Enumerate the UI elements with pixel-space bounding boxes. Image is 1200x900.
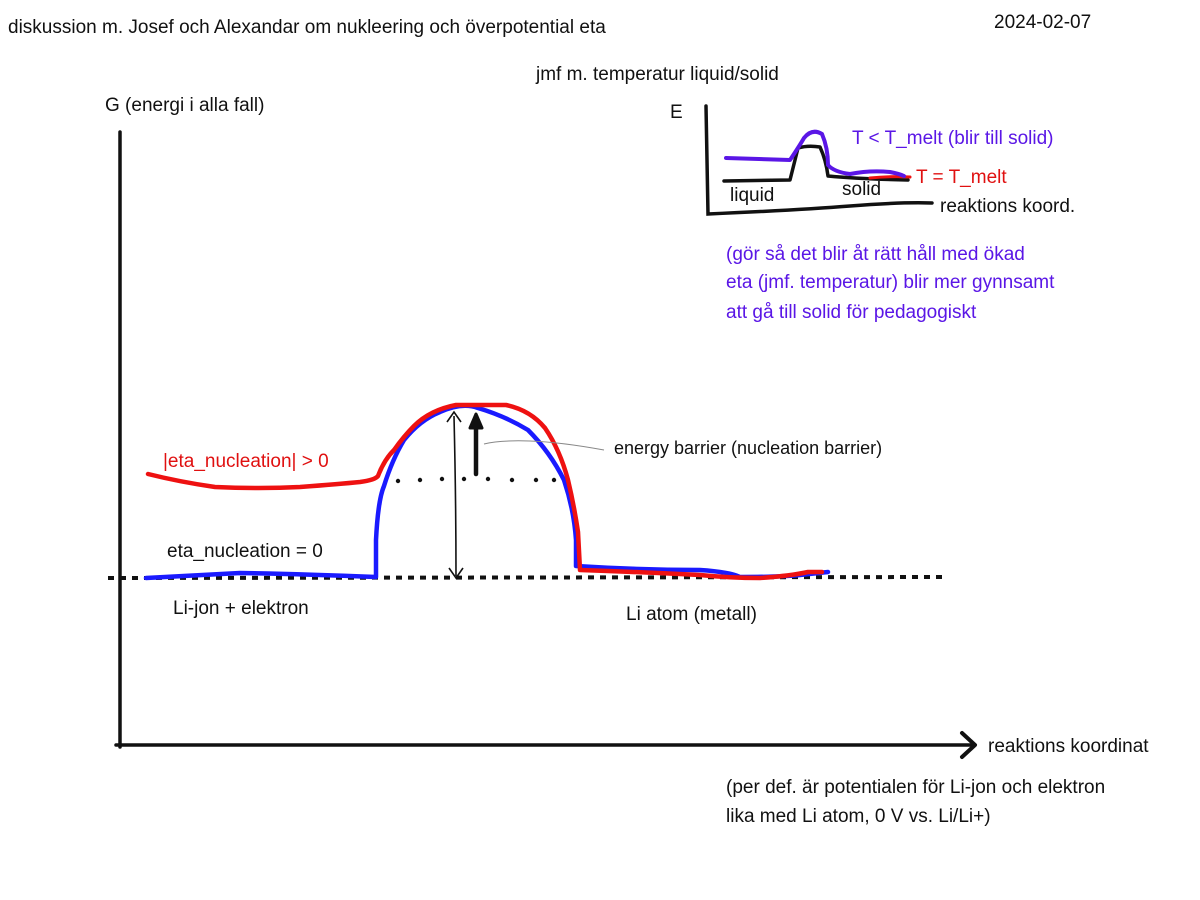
full-barrier-arrow — [453, 415, 457, 577]
main-y-axis-label: G (energi i alla fall) — [105, 95, 264, 116]
end-state-label: Li atom (metall) — [626, 604, 757, 625]
inset-label-liquid: liquid — [730, 185, 774, 206]
inset-caption: jmf m. temperatur liquid/solid — [535, 64, 779, 85]
full-barrier-arrow-top-head — [446, 410, 462, 423]
inset-note-line-3: att gå till solid för pedagogiskt — [726, 302, 977, 323]
page-title: diskussion m. Josef och Alexandar om nuk… — [8, 17, 606, 38]
start-state-label: Li-jon + elektron — [173, 598, 309, 619]
x-axis-arrowhead — [960, 731, 977, 759]
nucleation-barrier-arrow-head — [468, 412, 484, 430]
inset-y-axis-label: E — [670, 102, 683, 123]
main-x-axis-label: reaktions koordinat — [988, 736, 1149, 757]
zero-reference-line — [107, 575, 945, 580]
blue-curve-eta-zero — [143, 403, 831, 581]
barrier-label: energy barrier (nucleation barrier) — [614, 438, 882, 458]
inset-x-axis-label: reaktions koord. — [940, 196, 1075, 217]
inset-note-line-2: eta (jmf. temperatur) blir mer gynnsamt — [726, 272, 1055, 293]
blue-curve-label: eta_nucleation = 0 — [167, 541, 323, 562]
full-barrier-arrow-bottom-head — [448, 567, 464, 580]
inset-note-line-1: (gör så det blir åt rätt håll med ökad — [726, 244, 1025, 265]
red-curve-eta-positive — [145, 402, 825, 581]
definition-note-line-1: (per def. är potentialen för Li-jon och … — [726, 777, 1105, 798]
date-label: 2024-02-07 — [994, 12, 1091, 33]
red-curve-label: |eta_nucleation| > 0 — [163, 451, 329, 472]
inset-axes — [704, 104, 934, 216]
inset-legend-blue: T < T_melt (blir till solid) — [852, 128, 1054, 149]
inset-label-solid: solid — [842, 179, 881, 200]
barrier-base-dots — [395, 476, 557, 484]
definition-note-line-2: lika med Li atom, 0 V vs. Li/Li+) — [726, 806, 991, 827]
barrier-leader-line — [483, 440, 605, 451]
inset-legend-red: T = T_melt — [916, 167, 1007, 188]
inset-black-curve — [722, 144, 910, 183]
inset-red-curve — [868, 175, 912, 180]
inset-purple-curve — [724, 129, 906, 178]
